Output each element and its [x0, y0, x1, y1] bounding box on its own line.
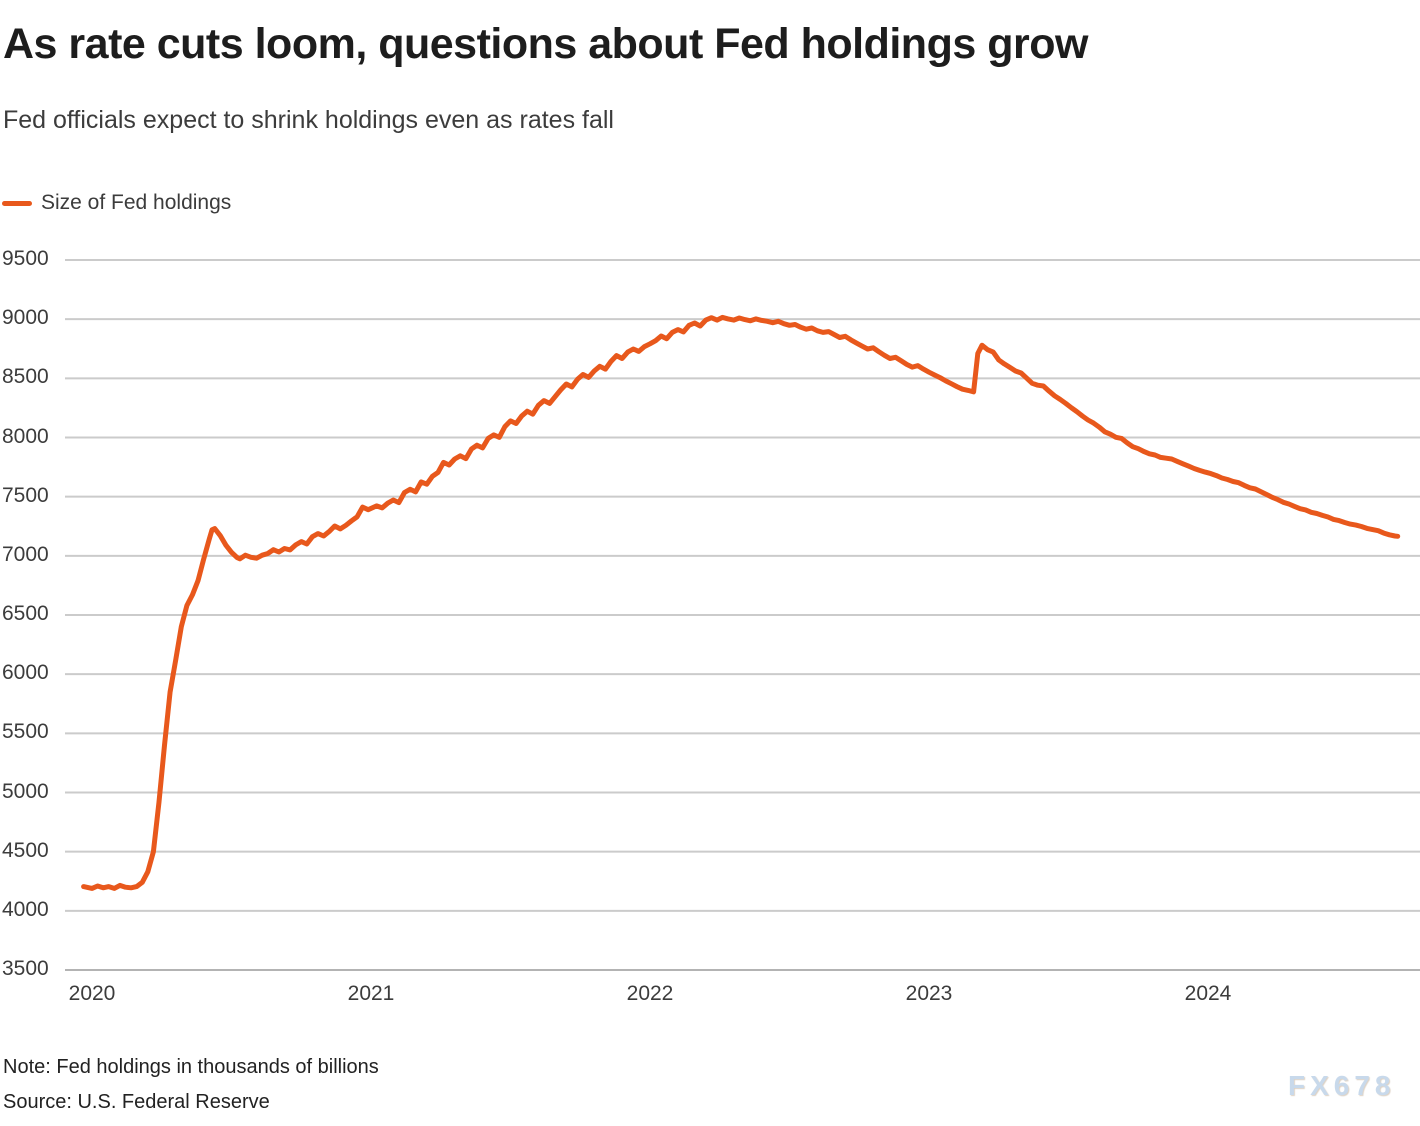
y-tick-label: 8500 [2, 365, 49, 389]
y-tick-label: 9000 [2, 306, 49, 330]
chart-source: Source: U.S. Federal Reserve [3, 1091, 270, 1113]
y-tick-label: 7000 [2, 542, 49, 566]
series-lines [81, 314, 1401, 891]
y-tick-label: 6000 [2, 661, 49, 685]
y-tick-label: 8000 [2, 424, 49, 448]
y-tick-label: 5500 [2, 720, 49, 744]
watermark: FX678 [1288, 1070, 1396, 1101]
y-tick-label: 9500 [2, 247, 49, 270]
gridlines [65, 259, 1420, 971]
x-tick-label: 2023 [905, 982, 953, 1005]
y-tick-label: 4500 [2, 838, 49, 862]
y-tick-label: 4000 [2, 897, 49, 921]
legend: Size of Fed holdings [2, 191, 231, 215]
y-tick-label: 5000 [2, 779, 49, 803]
chart-note: Note: Fed holdings in thousands of billi… [3, 1056, 379, 1078]
x-tick-label: 2021 [347, 982, 395, 1005]
y-tick-label: 3500 [2, 957, 49, 980]
x-tick-label: 2024 [1184, 982, 1232, 1005]
chart-title: As rate cuts loom, questions about Fed h… [3, 20, 1088, 68]
x-tick-label: 2022 [626, 982, 674, 1005]
y-tick-label: 7500 [2, 483, 49, 507]
legend-label: Size of Fed holdings [41, 191, 232, 214]
x-tick-label: 2020 [68, 982, 116, 1005]
y-tick-label: 6500 [2, 602, 49, 625]
legend-line-swatch [2, 200, 32, 206]
chart-subtitle: Fed officials expect to shrink holdings … [3, 106, 614, 134]
series-line [81, 314, 1401, 891]
